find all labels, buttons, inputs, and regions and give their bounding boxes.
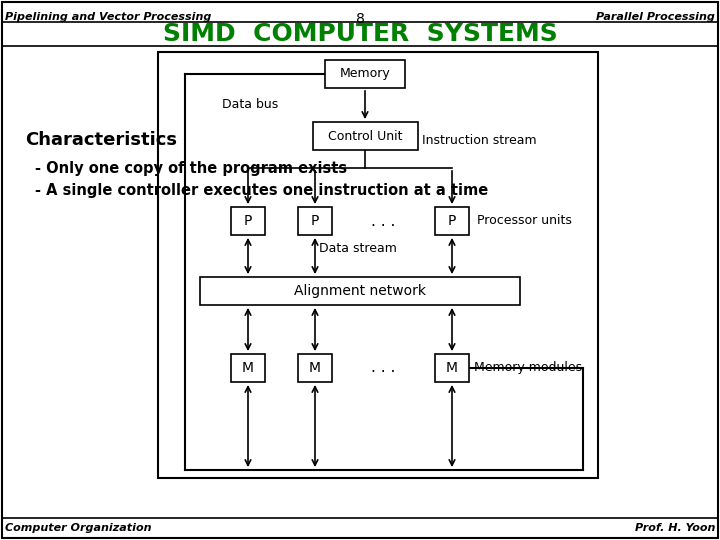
FancyBboxPatch shape: [312, 122, 418, 150]
Text: Memory: Memory: [340, 68, 390, 80]
Text: Instruction stream: Instruction stream: [423, 133, 537, 146]
Text: - Only one copy of the program exists: - Only one copy of the program exists: [35, 160, 347, 176]
FancyBboxPatch shape: [298, 354, 332, 382]
Text: 8: 8: [356, 12, 364, 26]
Text: Data bus: Data bus: [222, 98, 278, 111]
Text: M: M: [446, 361, 458, 375]
FancyBboxPatch shape: [200, 277, 520, 305]
Text: Characteristics: Characteristics: [25, 131, 177, 149]
FancyBboxPatch shape: [298, 207, 332, 235]
FancyBboxPatch shape: [325, 60, 405, 88]
Text: . . .: . . .: [372, 213, 396, 228]
FancyBboxPatch shape: [158, 52, 598, 478]
Text: P: P: [311, 214, 319, 228]
Text: Prof. H. Yoon: Prof. H. Yoon: [634, 523, 715, 533]
FancyBboxPatch shape: [231, 354, 265, 382]
Text: Alignment network: Alignment network: [294, 284, 426, 298]
Text: Processor units: Processor units: [477, 214, 572, 227]
Text: M: M: [242, 361, 254, 375]
Text: SIMD  COMPUTER  SYSTEMS: SIMD COMPUTER SYSTEMS: [163, 22, 557, 46]
Text: . . .: . . .: [372, 361, 396, 375]
FancyBboxPatch shape: [435, 207, 469, 235]
Text: P: P: [244, 214, 252, 228]
Text: Data stream: Data stream: [319, 241, 397, 254]
Text: Computer Organization: Computer Organization: [5, 523, 151, 533]
Text: - A single controller executes one instruction at a time: - A single controller executes one instr…: [35, 183, 488, 198]
Text: M: M: [309, 361, 321, 375]
Text: Pipelining and Vector Processing: Pipelining and Vector Processing: [5, 12, 212, 22]
FancyBboxPatch shape: [231, 207, 265, 235]
Text: Parallel Processing: Parallel Processing: [596, 12, 715, 22]
FancyBboxPatch shape: [435, 354, 469, 382]
Text: P: P: [448, 214, 456, 228]
Text: Control Unit: Control Unit: [328, 130, 402, 143]
Text: Memory modules: Memory modules: [474, 361, 582, 375]
